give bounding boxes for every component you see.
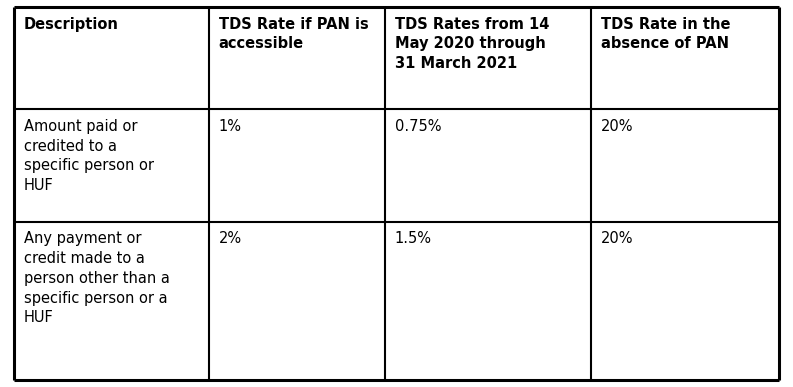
Text: 0.75%: 0.75% [395, 119, 441, 134]
Bar [385, 7, 592, 109]
Bar [14, 222, 209, 380]
Bar [592, 222, 779, 380]
Bar [592, 109, 779, 222]
Text: TDS Rate in the
absence of PAN: TDS Rate in the absence of PAN [601, 17, 730, 51]
Text: 1%: 1% [219, 119, 242, 134]
Bar [385, 222, 592, 380]
Text: 20%: 20% [601, 231, 634, 246]
Text: 2%: 2% [219, 231, 242, 246]
Text: 1.5%: 1.5% [395, 231, 431, 246]
Bar [14, 109, 209, 222]
Text: 20%: 20% [601, 119, 634, 134]
Bar [14, 7, 209, 109]
Text: Any payment or
credit made to a
person other than a
specific person or a
HUF: Any payment or credit made to a person o… [24, 231, 170, 325]
Text: Amount paid or
credited to a
specific person or
HUF: Amount paid or credited to a specific pe… [24, 119, 154, 193]
Text: Description: Description [24, 17, 119, 32]
Bar [209, 7, 385, 109]
Text: TDS Rate if PAN is
accessible: TDS Rate if PAN is accessible [219, 17, 369, 51]
Text: TDS Rates from 14
May 2020 through
31 March 2021: TDS Rates from 14 May 2020 through 31 Ma… [395, 17, 549, 71]
Bar [209, 222, 385, 380]
Bar [209, 109, 385, 222]
Bar [385, 109, 592, 222]
Bar [592, 7, 779, 109]
